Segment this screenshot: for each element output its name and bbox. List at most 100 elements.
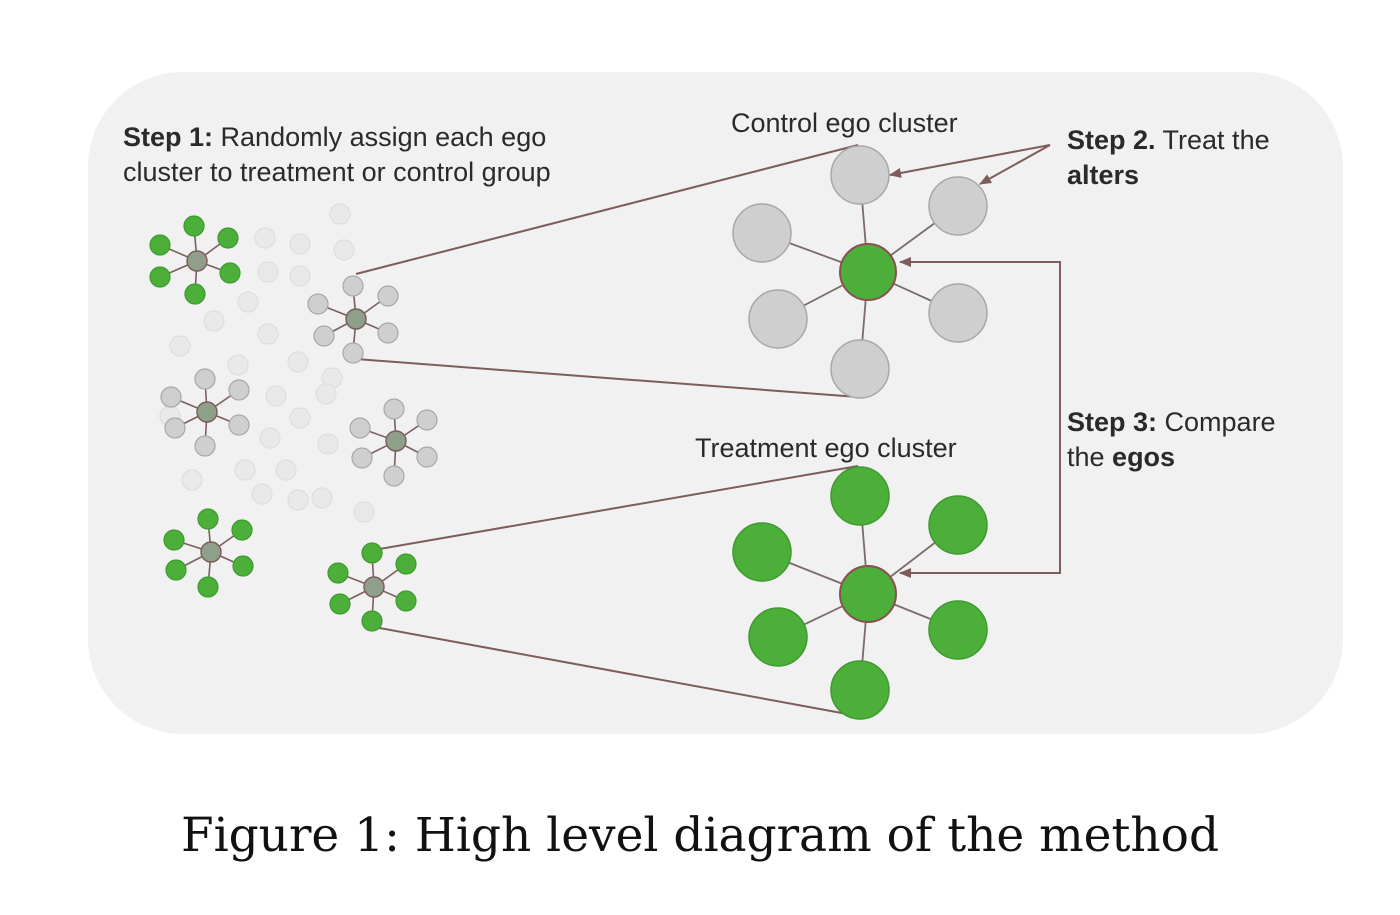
treatment-cluster-label: Treatment ego cluster xyxy=(695,433,957,463)
ego-node xyxy=(385,430,407,452)
alter-node xyxy=(183,215,205,237)
step3-bracket xyxy=(899,257,1061,578)
alter-node xyxy=(830,660,890,720)
faint-node xyxy=(257,323,279,345)
faint-node xyxy=(227,354,249,376)
alter-node xyxy=(361,542,383,564)
alter-node xyxy=(928,283,988,343)
step3-label-line1: Step 3: Compare xyxy=(1067,407,1276,437)
alter-node xyxy=(307,293,329,315)
alter-node xyxy=(732,203,792,263)
alter-node xyxy=(928,600,988,660)
alter-node xyxy=(361,610,383,632)
alter-node xyxy=(217,227,239,249)
faint-node xyxy=(289,407,311,429)
alter-node xyxy=(228,414,250,436)
ego-node xyxy=(839,243,897,301)
alter-node xyxy=(163,529,185,551)
treatment-ego-cluster xyxy=(732,466,988,720)
alter-node xyxy=(416,409,438,431)
alter-node xyxy=(329,593,351,615)
control-zoom-line-top xyxy=(355,144,859,275)
alter-node xyxy=(231,519,253,541)
alter-node xyxy=(928,176,988,236)
step1-label-line2: cluster to treatment or control group xyxy=(123,157,551,187)
step2-arrows xyxy=(889,144,1051,185)
alter-node xyxy=(416,446,438,468)
small-cluster-6 xyxy=(327,542,417,632)
control-cluster-label: Control ego cluster xyxy=(731,108,958,138)
small-cluster-5 xyxy=(163,508,254,598)
faint-node xyxy=(289,265,311,287)
ego-node xyxy=(345,308,367,330)
small-cluster-1 xyxy=(149,215,241,305)
ego-clusters xyxy=(149,145,988,720)
control-ego-cluster xyxy=(732,145,988,399)
faint-node xyxy=(265,385,287,407)
small-cluster-4 xyxy=(349,398,438,487)
faint-node xyxy=(311,487,333,509)
alter-node xyxy=(149,266,171,288)
small-cluster-2 xyxy=(307,275,399,364)
faint-node xyxy=(169,335,191,357)
alter-node xyxy=(342,275,364,297)
step1-bold: Step 1: xyxy=(123,122,213,152)
alter-node xyxy=(748,607,808,667)
figure-caption: Figure 1: High level diagram of the meth… xyxy=(180,808,1220,863)
alter-node xyxy=(327,562,349,584)
step3-egos: egos xyxy=(1112,442,1175,472)
faint-node xyxy=(254,227,276,249)
faint-node xyxy=(287,351,309,373)
small-cluster-3 xyxy=(160,368,250,457)
alter-node xyxy=(395,553,417,575)
ego-node xyxy=(200,541,222,563)
ego-node xyxy=(186,250,208,272)
faint-node xyxy=(315,383,337,405)
alter-node xyxy=(160,386,182,408)
step2-label-line1: Step 2. Treat the xyxy=(1067,125,1270,155)
alter-node xyxy=(830,466,890,526)
ego-node xyxy=(363,576,385,598)
faint-node xyxy=(257,261,279,283)
alter-node xyxy=(383,398,405,420)
faint-node xyxy=(333,239,355,261)
faint-background-dots xyxy=(159,203,375,523)
alter-node xyxy=(232,555,254,577)
step3-label-line2: the egos xyxy=(1067,442,1175,472)
cluster-zoom-lines xyxy=(355,144,859,717)
alter-node xyxy=(349,417,371,439)
alter-node xyxy=(149,234,171,256)
alter-node xyxy=(342,342,364,364)
faint-node xyxy=(287,489,309,511)
treatment-zoom-line-top xyxy=(373,465,859,551)
alter-node xyxy=(395,590,417,612)
alter-node xyxy=(748,289,808,349)
faint-node xyxy=(259,427,281,449)
step2-text: Treat the xyxy=(1156,125,1270,155)
faint-node xyxy=(203,310,225,332)
faint-node xyxy=(289,233,311,255)
alter-node xyxy=(184,283,206,305)
faint-node xyxy=(234,459,256,481)
faint-node xyxy=(329,203,351,225)
ego-node xyxy=(196,401,218,423)
step3-the: the xyxy=(1067,442,1112,472)
step2-label-line2: alters xyxy=(1067,160,1139,190)
step2-arrow-2 xyxy=(979,144,1051,185)
faint-node xyxy=(181,469,203,491)
alter-node xyxy=(377,285,399,307)
alter-node xyxy=(165,559,187,581)
alter-node xyxy=(219,262,241,284)
faint-node xyxy=(237,291,259,313)
faint-node xyxy=(317,433,339,455)
alter-node xyxy=(197,508,219,530)
alter-node xyxy=(830,145,890,205)
step1-label-line1: Step 1: Randomly assign each ego xyxy=(123,122,546,152)
alter-node xyxy=(351,447,373,469)
ego-node xyxy=(839,565,897,623)
step2-arrow-1 xyxy=(889,144,1051,178)
alter-node xyxy=(377,322,399,344)
alter-node xyxy=(313,325,335,347)
alter-node xyxy=(197,576,219,598)
